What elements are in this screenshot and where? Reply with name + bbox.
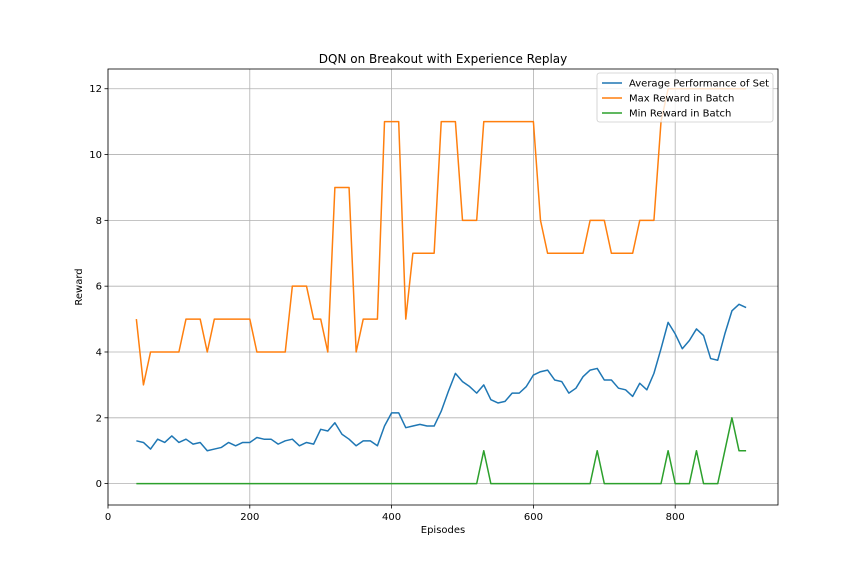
x-axis-label: Episodes — [421, 525, 465, 536]
series-line-3 — [136, 417, 747, 485]
x-tick-label: 800 — [666, 512, 685, 523]
y-tick-label: 2 — [96, 413, 102, 424]
x-axis: 0 200 400 600 800 — [105, 505, 685, 523]
y-axis: 0 2 4 6 8 10 12 — [89, 84, 108, 490]
x-tick-label: 0 — [105, 512, 111, 523]
chart-title: DQN on Breakout with Experience Replay — [319, 52, 567, 66]
y-tick-label: 12 — [89, 84, 102, 95]
legend-box — [596, 72, 774, 123]
x-tick-label: 200 — [240, 512, 259, 523]
legend-label: Average Performance of Set — [629, 79, 769, 90]
series-line-1 — [136, 303, 747, 452]
y-tick-label: 8 — [96, 216, 102, 227]
x-tick-label: 600 — [524, 512, 543, 523]
series-line-2 — [135, 87, 747, 386]
y-tick-label: 0 — [96, 479, 102, 490]
plot-area — [108, 69, 778, 505]
plot-frame — [107, 68, 779, 506]
legend-label: Max Reward in Batch — [629, 94, 734, 105]
legend-label: Min Reward in Batch — [629, 109, 731, 120]
legend: Average Performance of Set Max Reward in … — [596, 72, 774, 123]
grid-lines — [107, 69, 778, 505]
y-tick-label: 4 — [96, 347, 102, 358]
y-axis-label: Reward — [74, 268, 85, 305]
series-group — [135, 87, 747, 485]
y-tick-label: 10 — [89, 150, 102, 161]
x-tick-label: 400 — [382, 512, 401, 523]
y-tick-label: 6 — [96, 282, 102, 293]
